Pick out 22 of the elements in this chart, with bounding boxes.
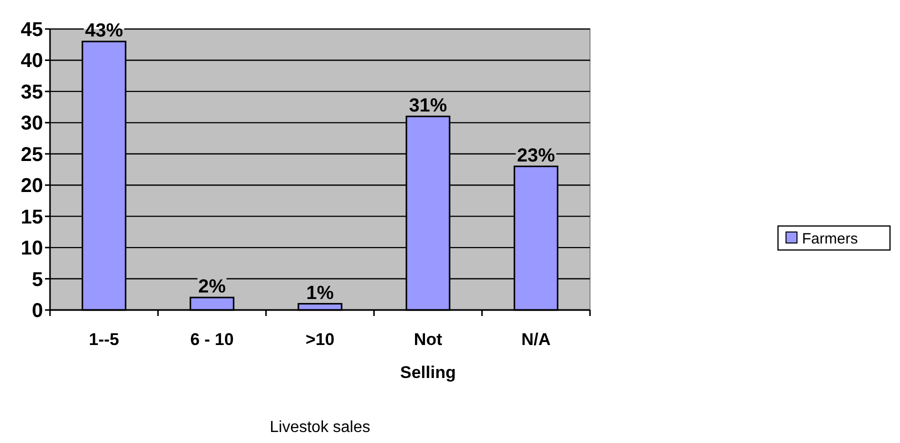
x-tick-label: Not Selling: [400, 330, 456, 382]
y-tick-label: 40: [20, 50, 43, 72]
data-label: 31%: [408, 95, 448, 116]
x-tick-label: >10: [306, 330, 334, 349]
y-tick-label: 10: [20, 238, 43, 260]
data-label: 1%: [306, 282, 334, 304]
data-label: 43%: [84, 20, 124, 42]
y-tick-label: 30: [20, 112, 43, 135]
y-tick-label: 25: [20, 144, 43, 166]
y-tick-label: 20: [20, 175, 43, 198]
y-tick-label: 45: [20, 19, 43, 41]
legend-label: Farmers: [802, 230, 858, 248]
y-tick-label: 15: [20, 206, 43, 228]
x-tick-label: 1--5: [88, 330, 120, 349]
y-tick-label: 5: [32, 268, 43, 291]
x-axis-title: Livestok sales: [270, 419, 370, 436]
data-label: 23%: [516, 145, 556, 166]
x-tick-label: 6 - 10: [190, 330, 234, 349]
y-tick-label: 35: [20, 81, 43, 104]
x-tick-label: N/A: [521, 330, 551, 349]
data-label: 2%: [198, 276, 226, 298]
y-tick-label: 0: [32, 300, 43, 322]
